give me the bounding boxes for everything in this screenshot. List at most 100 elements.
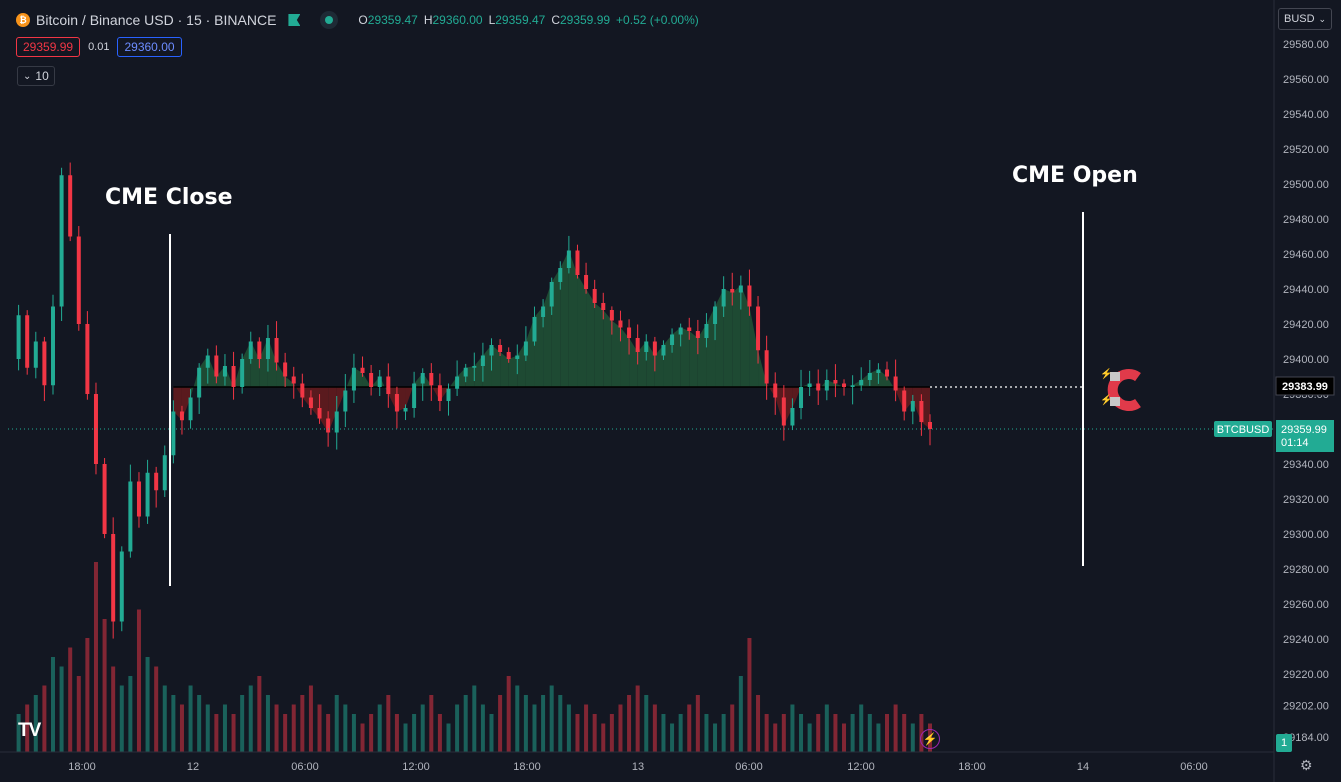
area-segment: [302, 387, 311, 408]
area-segment: [396, 387, 406, 412]
candle-body: [824, 380, 829, 391]
candle-body: [764, 350, 769, 384]
price-tick-label: 29184.00: [1283, 732, 1329, 744]
volume-bar: [867, 714, 872, 752]
area-segment: [379, 376, 389, 394]
area-segment: [620, 327, 630, 388]
candle-body: [102, 464, 107, 534]
candle-body: [816, 383, 821, 391]
flag-icon[interactable]: [288, 14, 301, 26]
chevron-down-icon: ⌄: [23, 70, 32, 82]
area-segment: [740, 285, 750, 388]
sell-button[interactable]: 29359.99: [16, 36, 81, 57]
volume-bar: [248, 685, 253, 752]
area-segment: [560, 250, 569, 388]
tradingview-logo[interactable]: TV: [18, 720, 41, 741]
area-segment: [216, 366, 225, 388]
area-segment: [732, 285, 741, 388]
price-tick-label: 29480.00: [1283, 214, 1329, 226]
countdown-label: 01:14: [1281, 437, 1309, 449]
candle-body: [188, 397, 193, 421]
volume-bar: [584, 704, 589, 752]
volume-bar: [205, 704, 210, 752]
time-tick-label: 06:00: [1180, 761, 1208, 773]
candle-body: [515, 355, 520, 359]
area-segment: [783, 387, 793, 426]
indicators-toggle[interactable]: ⌄ 10: [17, 66, 55, 86]
settings-gear-icon[interactable]: ⚙: [1300, 757, 1313, 773]
volume-bar: [635, 685, 640, 752]
area-segment: [319, 387, 329, 433]
area-segment: [414, 373, 423, 388]
volume-bar: [369, 714, 374, 752]
area-segment: [181, 387, 191, 421]
candle-body: [730, 289, 735, 293]
price-tick-label: 29240.00: [1283, 634, 1329, 646]
volume-bar: [902, 714, 907, 752]
volume-bar: [42, 685, 47, 752]
candle-body: [893, 376, 898, 391]
area-segment: [697, 324, 707, 388]
area-segment: [345, 367, 354, 391]
candle-body: [738, 285, 743, 293]
volume-bar: [833, 714, 838, 752]
area-segment: [491, 345, 501, 388]
area-segment: [568, 250, 578, 388]
area-segment: [285, 376, 294, 388]
current-price-label: 29359.99: [1281, 424, 1327, 436]
candle-body: [222, 366, 227, 377]
symbol-header[interactable]: ₿ Bitcoin / Binance USD · 15 · BINANCE O…: [16, 9, 699, 31]
time-axis[interactable]: 18:00 12 06:00 12:00 18:00 13 06:00 12:00 18:00 1…: [68, 761, 1208, 773]
candle-body: [833, 380, 838, 384]
volume-bar: [222, 704, 227, 752]
candle-body: [885, 369, 890, 377]
candle-body: [437, 385, 442, 401]
area-segment: [508, 355, 518, 388]
area-segment: [388, 387, 397, 412]
volume-bar: [601, 723, 606, 752]
candle-body: [308, 397, 313, 408]
buy-button[interactable]: 29360.00: [117, 36, 182, 57]
candle-body: [403, 408, 408, 412]
symbol-title[interactable]: Bitcoin / Binance USD · 15 · BINANCE: [36, 12, 277, 28]
candle-body: [154, 472, 159, 491]
area-segment: [431, 385, 440, 401]
volume-bar: [781, 714, 786, 752]
area-segment: [336, 387, 346, 412]
area-segment: [405, 383, 415, 408]
volume-bar: [136, 609, 141, 752]
volume-bar: [575, 714, 580, 752]
alert-price-tag[interactable]: 29383.99: [1275, 376, 1335, 396]
candle-body: [601, 303, 606, 310]
candle-body: [291, 376, 296, 384]
volume-bar: [334, 695, 339, 752]
volume-bar: [386, 695, 391, 752]
candle-body: [68, 175, 73, 237]
volume-bar: [627, 695, 632, 752]
area-segment: [904, 387, 913, 412]
area-segment: [715, 289, 724, 388]
candle-body: [670, 334, 675, 345]
candle-body: [850, 385, 855, 387]
price-tick-label: 29440.00: [1283, 284, 1329, 296]
notification-badge[interactable]: 1: [1276, 734, 1292, 752]
area-segment: [646, 341, 655, 388]
price-tick-label: 29420.00: [1283, 319, 1329, 331]
lightning-icon[interactable]: ⚡: [920, 729, 940, 749]
open-key: O: [358, 13, 368, 27]
current-price-tag[interactable]: BTCBUSD 29359.99 01:14: [1214, 420, 1334, 452]
volume-bar: [300, 695, 305, 752]
currency-button[interactable]: BUSD ⌄: [1278, 8, 1332, 30]
indicator-count: 10: [35, 69, 49, 83]
volume-bar: [850, 714, 855, 752]
candle-body: [420, 373, 425, 384]
price-tick-label: 29560.00: [1283, 74, 1329, 86]
live-dot-icon[interactable]: [320, 11, 339, 29]
candle-body: [859, 380, 864, 386]
candle-body: [76, 236, 81, 324]
area-segment: [310, 387, 320, 419]
price-tick-label: 29202.00: [1283, 701, 1329, 713]
volume-bar: [403, 723, 408, 752]
candle-body: [128, 481, 133, 552]
